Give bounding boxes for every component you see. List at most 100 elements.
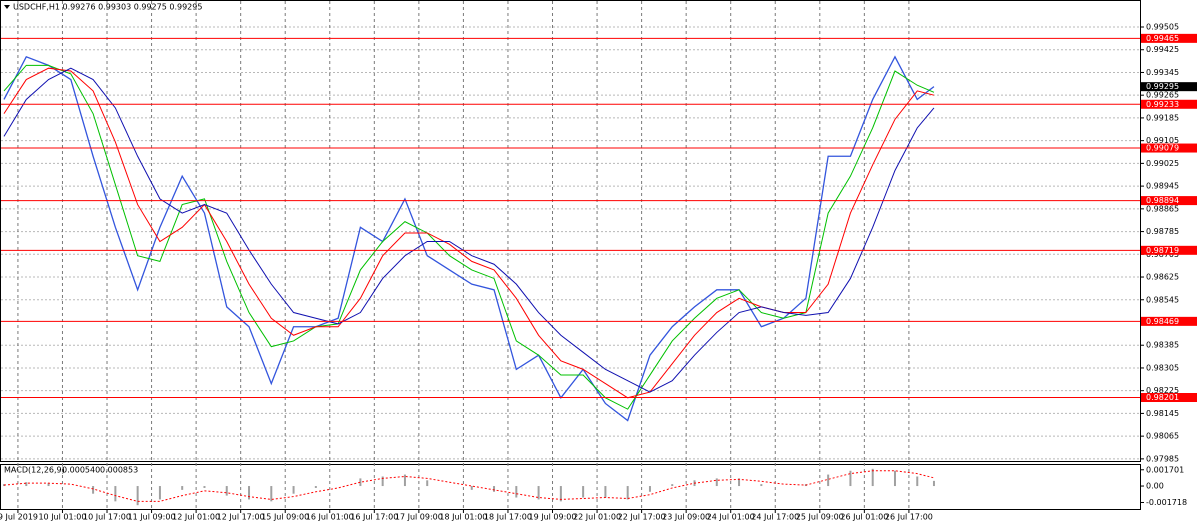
macd-bar [158,486,161,500]
y-tick-label: 0.98545 [1146,295,1179,304]
x-tick-label: 16 Jul 01:00 [306,513,354,522]
level-label: 0.98894 [1146,196,1179,205]
macd-bar [381,476,384,487]
macd-bar [403,474,406,487]
x-tick-label: 11 Jul 09:00 [128,513,176,522]
macd-bar [827,474,830,487]
macd-bar [582,486,585,498]
macd-bar [893,470,896,487]
macd-bar [225,486,228,496]
x-tick-label: 17 Jul 09:00 [395,513,443,522]
moving-average [3,64,935,410]
macd-bar [114,486,117,502]
x-tick-label: 22 Jul 01:00 [573,513,621,522]
macd-bar [426,480,429,487]
y-tick-label: 0.98065 [1146,432,1179,441]
x-tick-label: 26 Jul 01:00 [840,513,888,522]
y-tick-label: 0.98625 [1146,273,1179,282]
y-tick-label: 0.99185 [1146,113,1179,122]
macd-value: 0.000853 [100,466,138,475]
x-tick-label: 18 Jul 01:00 [439,513,487,522]
x-tick-label: 18 Jul 17:00 [484,513,532,522]
macd-bar [136,486,139,506]
macd-bar [671,484,674,487]
macd-bar [932,480,935,487]
macd-title: MACD(12,26,9) [4,466,65,475]
level-label-box [1141,143,1197,153]
level-label: 0.99079 [1146,144,1179,153]
macd-bar [760,484,763,487]
macd-frame [0,464,1141,510]
y-tick-label: 0.98865 [1146,204,1179,213]
macd-bar [515,486,518,498]
macd-bar [359,478,362,487]
macd-bar [715,478,718,487]
x-tick-label: 25 Jul 09:00 [796,513,844,522]
macd-bar [738,478,741,487]
macd-bar [3,484,5,487]
y-tick-label: 0.99345 [1146,68,1179,77]
y-tick-label: 0.001701 [1146,465,1184,474]
level-label-box [1141,245,1197,255]
macd-bar [292,486,295,494]
macd-bar [314,486,317,488]
y-tick-label: 0.98305 [1146,363,1179,372]
y-tick-label: 0.98145 [1146,409,1179,418]
level-label: 0.98469 [1146,317,1179,326]
x-tick-label: 12 Jul 01:00 [172,513,220,522]
menu-arrow [4,5,10,9]
macd-bar [47,483,50,487]
macd-bar [92,486,95,494]
level-label-box [1141,196,1197,206]
x-tick-label: 24 Jul 17:00 [751,513,799,522]
level-label: 0.98719 [1146,246,1179,255]
macd-bar [470,486,473,490]
x-tick-label: 24 Jul 01:00 [707,513,755,522]
macd-bar [203,486,206,488]
macd-bar [871,468,874,487]
macd-bar [559,486,562,502]
level-label-box [1141,316,1197,326]
price-label: 0.99295 [1146,82,1179,91]
y-tick-label: 0.98945 [1146,182,1179,191]
macd-bar [604,486,607,498]
y-tick-label: -0.001718 [1146,498,1187,507]
y-tick-label: 0.98785 [1146,227,1179,236]
x-tick-label: 12 Jul 17:00 [217,513,265,522]
x-tick-label: 23 Jul 09:00 [662,513,710,522]
macd-bar [493,486,496,492]
x-tick-label: 22 Jul 17:00 [618,513,666,522]
y-tick-label: 0.97985 [1146,454,1179,463]
moving-average [3,67,935,393]
x-tick-label: 19 Jul 09:00 [529,513,577,522]
macd-bar [248,486,251,500]
macd-bar [648,486,651,492]
macd-bar [537,486,540,500]
x-tick-label: 9 Jul 2019 [0,513,38,522]
x-tick-label: 16 Jul 17:00 [350,513,398,522]
level-label-box [1141,393,1197,403]
price-label-box [1141,82,1197,92]
level-label-box [1141,99,1197,109]
macd-bar [181,486,184,490]
x-tick-label: 15 Jul 09:00 [261,513,309,522]
y-tick-label: 0.99265 [1146,91,1179,100]
macd-bar [849,470,852,487]
macd-bar [916,476,919,487]
level-label: 0.99465 [1146,34,1179,43]
y-tick-label: 0.99505 [1146,22,1179,31]
y-tick-label: 0.99105 [1146,136,1179,145]
x-tick-label: 10 Jul 17:00 [83,513,131,522]
y-tick-label: 0.00 [1146,482,1164,491]
macd-bar [626,486,629,500]
y-tick-label: 0.99025 [1146,159,1179,168]
y-tick-label: 0.98385 [1146,341,1179,350]
macd-bar [25,482,28,487]
level-label: 0.98201 [1146,393,1179,402]
macd-bar [270,486,273,502]
level-label: 0.99233 [1146,100,1179,109]
chart-title: USDCHF,H1 0.99276 0.99303 0.99275 0.9929… [13,3,202,12]
x-tick-label: 10 Jul 01:00 [38,513,86,522]
y-tick-label: 0.99425 [1146,45,1179,54]
